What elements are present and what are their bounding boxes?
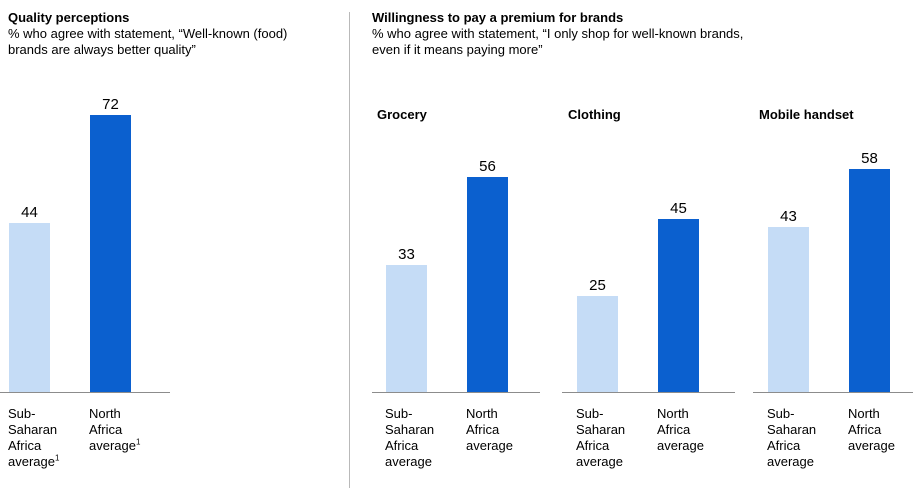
category-label-text: Africa xyxy=(657,422,691,437)
bar-value-label: 43 xyxy=(780,207,797,225)
category-label-line: Saharan xyxy=(576,422,666,438)
category-label: North Africa average xyxy=(466,406,556,454)
category-label-text: Africa xyxy=(848,422,882,437)
category-label-text: Africa xyxy=(385,438,419,453)
bar xyxy=(658,218,699,392)
category-label-text: Africa xyxy=(767,438,801,453)
bar-value-label: 45 xyxy=(670,199,687,217)
category-label: North Africa average xyxy=(848,406,913,454)
category-label-text: North xyxy=(657,406,689,421)
category-label-text: North xyxy=(89,406,121,421)
category-label-line: Africa xyxy=(466,422,556,438)
category-label-line: average xyxy=(848,438,913,454)
right-chart-title: Willingness to pay a premium for brands xyxy=(372,10,624,25)
category-label-text: North xyxy=(848,406,880,421)
bar xyxy=(9,222,50,392)
category-label-line: average xyxy=(385,454,475,470)
left-chart-subtitle: % who agree with statement, “Well-known … xyxy=(8,26,288,57)
bar-value-label: 58 xyxy=(861,149,878,167)
category-label-line: Africa xyxy=(385,438,475,454)
chart-group-title: Grocery xyxy=(377,107,427,122)
bar xyxy=(467,176,508,392)
category-label-line: Africa xyxy=(767,438,857,454)
bar xyxy=(849,168,890,392)
category-label-line: average1 xyxy=(89,438,179,454)
x-axis-line xyxy=(753,392,913,393)
category-label-text: average xyxy=(8,454,55,469)
category-label-text: average xyxy=(89,438,136,453)
category-label-line: average xyxy=(466,438,556,454)
category-label-line: Saharan xyxy=(385,422,475,438)
category-label: North Africa average1 xyxy=(89,406,179,454)
category-label-line: average xyxy=(767,454,857,470)
category-label-line: North xyxy=(848,406,913,422)
category-label-text: average xyxy=(657,438,704,453)
category-label-text: Saharan xyxy=(767,422,817,437)
category-label-text: average xyxy=(576,454,623,469)
category-label-text: average xyxy=(466,438,513,453)
category-label-text: Africa xyxy=(89,422,123,437)
category-label-line: Sub- xyxy=(576,406,666,422)
category-label-text: Saharan xyxy=(8,422,58,437)
bar xyxy=(90,115,131,392)
x-axis-line xyxy=(372,392,540,393)
category-label-text: Sub- xyxy=(576,406,604,421)
category-label-text: Sub- xyxy=(767,406,795,421)
category-label-line: average xyxy=(576,454,666,470)
category-label-text: Sub- xyxy=(8,406,36,421)
category-label-line: Sub- xyxy=(385,406,475,422)
bar-value-label: 33 xyxy=(398,246,415,264)
category-label-text: average xyxy=(385,454,432,469)
bar-value-label: 25 xyxy=(589,276,606,294)
category-label-line: Sub- xyxy=(8,406,98,422)
category-label-line: average xyxy=(657,438,747,454)
category-label-line: North xyxy=(89,406,179,422)
category-label-text: Africa xyxy=(466,422,500,437)
category-label: Sub- Saharan Africa average1 xyxy=(8,406,98,470)
category-label-text: Africa xyxy=(576,438,610,453)
category-label: North Africa average xyxy=(657,406,747,454)
category-label-text: Africa xyxy=(8,438,42,453)
category-label-line: Africa xyxy=(657,422,747,438)
bar xyxy=(768,226,809,392)
bar xyxy=(386,265,427,392)
category-label-line: Africa xyxy=(848,422,913,438)
right-chart-subtitle: % who agree with statement, “I only shop… xyxy=(372,26,744,57)
footnote-marker: 1 xyxy=(54,453,60,463)
chart-group-title: Clothing xyxy=(568,107,621,122)
category-label: Sub- Saharan Africa average xyxy=(385,406,475,470)
category-label-line: Africa xyxy=(576,438,666,454)
x-axis-line xyxy=(0,392,170,393)
category-label-line: Africa xyxy=(89,422,179,438)
x-axis-line xyxy=(562,392,735,393)
chart-group-title: Mobile handset xyxy=(759,107,854,122)
bar-value-label: 44 xyxy=(21,203,38,221)
category-label-text: Saharan xyxy=(576,422,626,437)
category-label: Sub- Saharan Africa average xyxy=(576,406,666,470)
category-label-line: Saharan xyxy=(767,422,857,438)
category-label-line: average1 xyxy=(8,454,98,470)
panel-divider xyxy=(349,12,350,488)
left-chart-title: Quality perceptions xyxy=(8,10,130,25)
category-label-text: Saharan xyxy=(385,422,435,437)
category-label-line: Sub- xyxy=(767,406,857,422)
category-label: Sub- Saharan Africa average xyxy=(767,406,857,470)
category-label-line: North xyxy=(657,406,747,422)
bar-value-label: 72 xyxy=(102,96,119,113)
category-label-text: Sub- xyxy=(385,406,413,421)
category-label-text: average xyxy=(848,438,895,453)
category-label-text: North xyxy=(466,406,498,421)
category-label-line: Africa xyxy=(8,438,98,454)
category-label-line: Saharan xyxy=(8,422,98,438)
footnote-marker: 1 xyxy=(135,437,141,447)
category-label-line: North xyxy=(466,406,556,422)
category-label-text: average xyxy=(767,454,814,469)
bar xyxy=(577,295,618,392)
bar-value-label: 56 xyxy=(479,157,496,175)
